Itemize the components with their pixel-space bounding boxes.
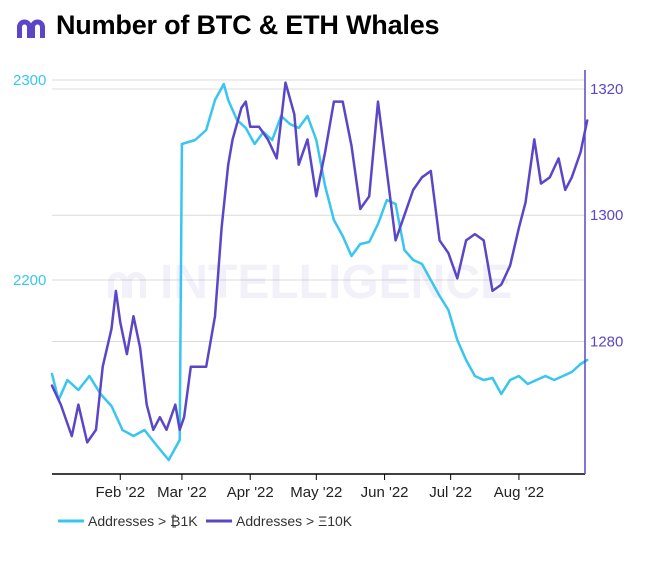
legend: Addresses > ₿1K Addresses > Ξ10K [58,513,353,529]
watermark-logo-icon [108,272,146,298]
intelligence-logo-icon [17,19,45,38]
series-lines [50,81,589,462]
y-axis-left: 2200 2300 [13,72,46,289]
chart-title: Number of BTC & ETH Whales [56,10,440,40]
series-line-eth [50,81,589,444]
x-tick-label: Jun '22 [361,484,409,501]
legend-label-btc: Addresses > ₿1K [88,513,198,529]
x-tick-label: May '22 [290,484,342,501]
chart-header: Number of BTC & ETH Whales [14,10,440,41]
x-tick-label: Apr '22 [227,484,274,501]
x-tick-label: Mar '22 [157,484,207,501]
x-axis: Feb '22 Mar '22 Apr '22 May '22 Jun '22 Jul '… [95,474,544,501]
y-right-tick-label: 1300 [590,207,623,224]
legend-item-btc[interactable]: Addresses > ₿1K [58,513,198,529]
x-tick-label: Jul '22 [429,484,472,501]
grid-lines [52,79,585,342]
legend-item-eth[interactable]: Addresses > Ξ10K [206,513,353,529]
y-left-tick-label: 2300 [13,72,46,89]
x-tick-label: Feb '22 [95,484,145,501]
y-right-tick-label: 1320 [590,81,623,98]
y-right-tick-label: 1280 [590,333,623,350]
legend-label-eth: Addresses > Ξ10K [236,513,353,529]
y-left-tick-label: 2200 [13,272,46,289]
series-line-btc [50,82,589,462]
y-axis-right: 1280 1300 1320 [584,70,623,474]
x-tick-label: Aug '22 [494,484,544,501]
watermark-text: INTELLIGENCE [160,256,512,309]
